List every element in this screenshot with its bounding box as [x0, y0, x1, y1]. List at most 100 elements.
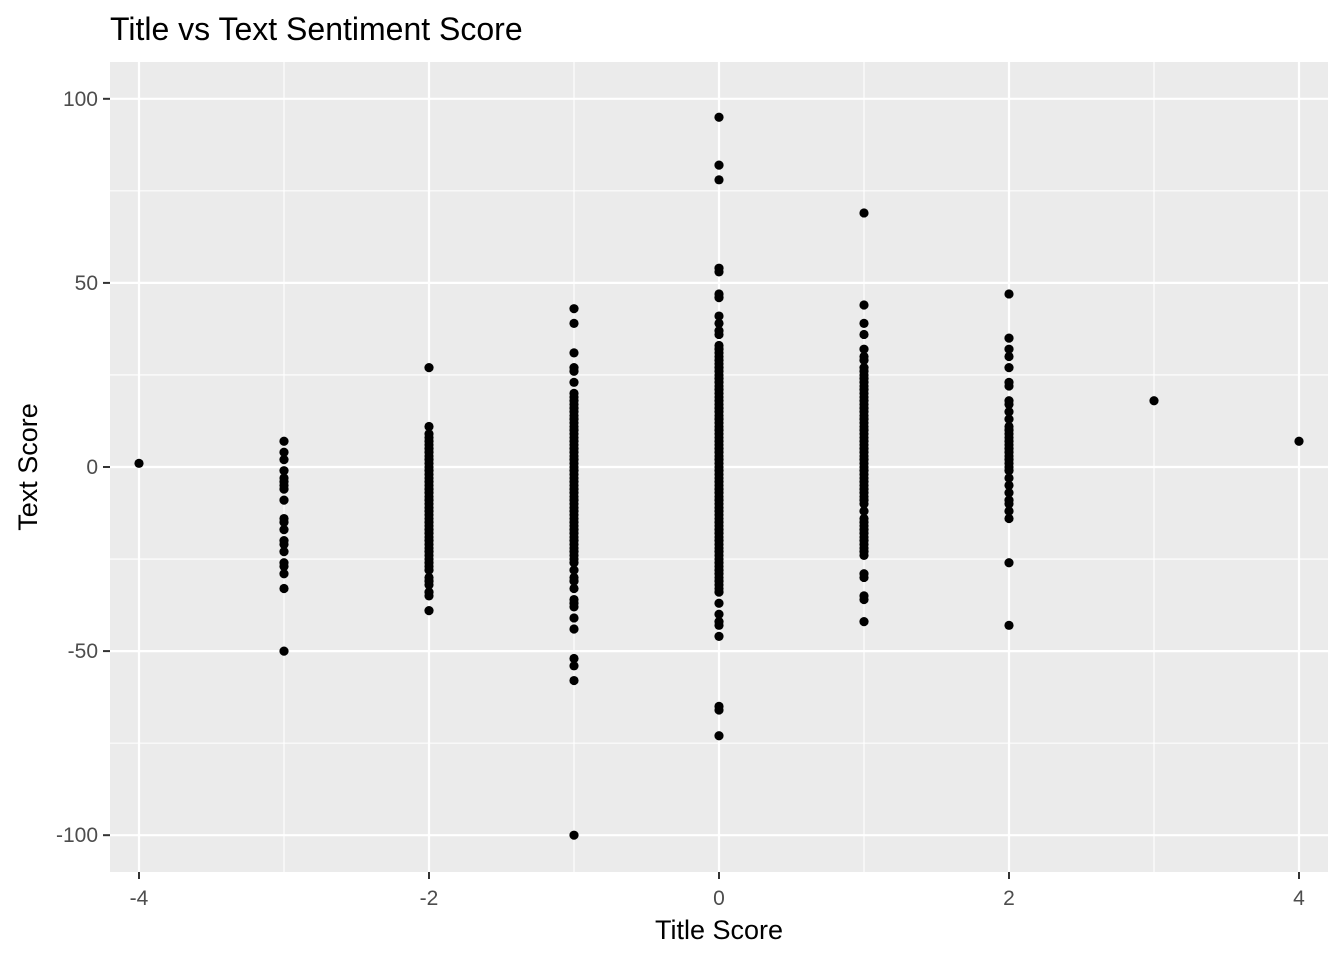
- data-point: [279, 517, 289, 527]
- data-point: [569, 304, 579, 314]
- data-point: [279, 466, 289, 476]
- data-point: [714, 705, 724, 715]
- data-point: [714, 160, 724, 170]
- data-point: [1294, 436, 1304, 446]
- data-point: [569, 565, 579, 575]
- data-point: [859, 355, 869, 365]
- data-point: [424, 580, 434, 590]
- data-point: [1004, 506, 1014, 516]
- data-point: [569, 602, 579, 612]
- data-point: [569, 653, 579, 664]
- data-point: [279, 524, 289, 535]
- x-axis-title: Title Score: [655, 915, 783, 945]
- data-point: [714, 587, 724, 597]
- data-point: [569, 830, 579, 840]
- data-point: [1004, 488, 1014, 498]
- data-point: [569, 348, 579, 358]
- data-point: [569, 624, 579, 634]
- data-point: [569, 558, 579, 568]
- data-point: [714, 620, 724, 630]
- x-tick-label: 4: [1293, 887, 1305, 910]
- data-point: [134, 458, 144, 468]
- data-point: [714, 731, 724, 741]
- data-point: [859, 208, 869, 218]
- data-point: [714, 267, 724, 277]
- data-point: [859, 344, 869, 354]
- y-axis-ticks: -100 -50 0 50 100: [56, 88, 110, 847]
- data-point: [859, 506, 869, 516]
- data-point: [1004, 473, 1014, 483]
- data-point: [859, 617, 869, 627]
- data-point: [714, 318, 724, 329]
- data-point: [1004, 333, 1014, 343]
- data-point: [714, 329, 724, 340]
- data-point: [424, 421, 434, 432]
- data-point: [569, 613, 579, 623]
- data-point: [279, 436, 289, 446]
- data-point: [569, 661, 579, 671]
- y-tick-label: 0: [86, 456, 98, 479]
- data-point: [859, 499, 869, 509]
- data-point: [1004, 499, 1014, 509]
- data-point: [1004, 344, 1014, 354]
- x-tick-label: 0: [713, 887, 725, 910]
- data-point: [1004, 407, 1014, 417]
- y-tick-label: 100: [63, 88, 98, 111]
- data-point: [714, 175, 724, 185]
- data-point: [1004, 399, 1014, 410]
- data-point: [569, 576, 579, 586]
- data-point: [279, 495, 289, 505]
- data-point: [569, 675, 579, 686]
- data-point: [569, 583, 579, 594]
- data-point: [424, 565, 434, 575]
- data-point: [279, 547, 289, 557]
- chart-title: Title vs Text Sentiment Score: [110, 11, 523, 47]
- data-point: [859, 329, 869, 340]
- data-point: [1004, 381, 1014, 391]
- data-point: [714, 598, 724, 608]
- data-point: [1004, 289, 1014, 299]
- data-point: [1149, 396, 1159, 406]
- data-point: [714, 609, 724, 619]
- data-point: [424, 591, 434, 601]
- data-point: [714, 311, 724, 321]
- x-tick-label: 2: [1003, 887, 1015, 910]
- data-point: [859, 550, 869, 560]
- data-point: [279, 539, 289, 549]
- y-tick-label: -50: [68, 640, 98, 663]
- data-point: [279, 583, 289, 594]
- data-point: [714, 293, 724, 303]
- data-point: [1004, 480, 1014, 491]
- data-point: [714, 631, 724, 641]
- data-point: [279, 447, 289, 457]
- data-point: [859, 572, 869, 583]
- data-point: [1004, 351, 1014, 362]
- y-tick-label: -100: [56, 824, 98, 847]
- data-point: [424, 605, 434, 616]
- y-tick-label: 50: [75, 272, 98, 295]
- data-point: [1004, 414, 1014, 424]
- data-point: [859, 318, 869, 329]
- data-point: [279, 569, 289, 579]
- data-point: [1004, 620, 1014, 630]
- data-point: [279, 646, 289, 656]
- x-axis-ticks: -4 -2 0 2 4: [130, 872, 1305, 910]
- y-axis-title: Text Score: [13, 403, 43, 531]
- data-point: [714, 112, 724, 122]
- data-point: [569, 366, 579, 376]
- data-point: [279, 484, 289, 494]
- data-point: [859, 594, 869, 605]
- data-point: [1004, 558, 1014, 568]
- data-point: [1004, 466, 1014, 476]
- data-points: [134, 112, 1304, 840]
- data-point: [279, 561, 289, 572]
- data-point: [569, 377, 579, 387]
- data-point: [1004, 362, 1014, 373]
- x-tick-label: -2: [420, 887, 439, 910]
- data-point: [859, 300, 869, 310]
- data-point: [1004, 513, 1014, 524]
- data-point: [569, 318, 579, 329]
- data-point: [424, 362, 434, 373]
- x-tick-label: -4: [130, 887, 149, 910]
